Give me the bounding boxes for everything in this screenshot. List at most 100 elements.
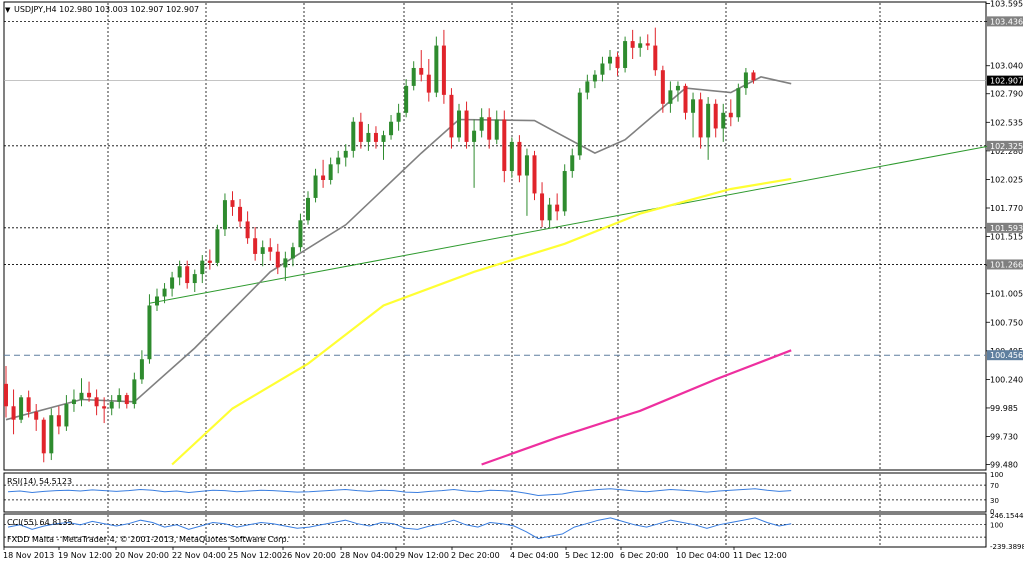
price-tick-label: 100.240	[990, 375, 1023, 384]
candle-body	[117, 395, 122, 402]
candle-body	[192, 274, 197, 284]
symbol-info: USDJPY,H4 102.980 103.003 102.907 102.90…	[14, 5, 199, 14]
price-tick-label: 102.280	[990, 147, 1023, 156]
candle-body	[71, 399, 76, 405]
price-level-text: 103.436	[990, 17, 1023, 26]
candle-body	[630, 41, 635, 48]
price-level-labels: 103.436 102.907 102.325 101.593 101.266 100.4…	[987, 16, 1023, 361]
time-label: 25 Nov 12:00	[228, 551, 282, 560]
price-tick-label: 101.005	[990, 290, 1023, 299]
candle-body	[713, 103, 718, 129]
candle-body	[494, 119, 499, 140]
price-level-text: 102.907	[990, 77, 1023, 86]
collapse-triangle-icon[interactable]: ▼	[5, 6, 11, 14]
candle-body	[245, 221, 250, 239]
candlesticks	[4, 27, 756, 463]
candle-body	[411, 67, 416, 86]
candle-body	[366, 132, 371, 142]
copyright-text: FXDD Malta - MetaTrader 4, © 2001-2013, …	[7, 535, 289, 544]
time-label: 10 Dec 04:00	[676, 551, 730, 560]
candle-body	[668, 90, 673, 104]
rsi-indicator	[4, 484, 986, 501]
time-label: 19 Nov 12:00	[58, 551, 112, 560]
price-level-box	[987, 222, 1023, 233]
candle-body	[41, 419, 46, 454]
candle-body	[4, 383, 8, 407]
candle-body	[290, 247, 295, 259]
candle-body	[185, 266, 190, 284]
candle-body	[283, 258, 288, 268]
candle-body	[260, 247, 265, 254]
candle-body	[230, 200, 235, 207]
time-label: 4 Dec 04:00	[510, 551, 559, 560]
price-tick-label: 103.040	[990, 62, 1023, 71]
candle-body	[736, 88, 741, 118]
candle-body	[547, 204, 552, 221]
candle-body	[177, 266, 182, 278]
candle-body	[487, 117, 492, 140]
candle-body	[404, 85, 409, 113]
candle-body	[64, 404, 69, 427]
price-level-text: 101.266	[990, 260, 1023, 269]
candle-body	[577, 92, 582, 156]
cci-line	[7, 517, 792, 540]
moving-average-line	[481, 349, 792, 466]
candle-body	[358, 121, 363, 142]
candle-body	[502, 119, 507, 172]
price-tick-label: 99.985	[990, 404, 1018, 413]
candle-body	[102, 406, 107, 409]
candle-body	[222, 200, 227, 230]
candle-body	[139, 359, 144, 380]
candle-body	[56, 415, 61, 427]
candle-body	[200, 260, 205, 275]
price-level-box	[987, 350, 1023, 361]
cci-pane-frame	[3, 513, 987, 548]
rsi-line	[7, 488, 792, 497]
time-label: 5 Dec 12:00	[565, 551, 614, 560]
time-axis-labels: 18 Nov 2013 19 Nov 12:00 20 Nov 20:00 22 No…	[3, 547, 787, 560]
candle-body	[336, 157, 341, 165]
candle-body	[381, 135, 386, 142]
time-label: 2 Dec 20:00	[451, 551, 500, 560]
time-label: 26 Nov 20:00	[282, 551, 336, 560]
time-label: 6 Dec 20:00	[620, 551, 669, 560]
candle-body	[524, 155, 529, 176]
rsi-title: RSI(14) 54.5123	[7, 477, 72, 486]
candle-body	[472, 130, 477, 142]
price-tick-label: 99.480	[990, 461, 1018, 470]
candle-body	[306, 197, 310, 221]
candle-body	[615, 56, 620, 68]
candle-body	[675, 85, 680, 91]
candle-body	[653, 45, 658, 71]
candle-body	[608, 56, 612, 64]
candle-body	[275, 251, 280, 268]
candle-body	[532, 155, 537, 194]
cci-title: CCI(55) 64.8135	[7, 518, 73, 527]
horizontal-levels	[4, 20, 986, 356]
candle-body	[683, 85, 688, 113]
price-level-box	[987, 259, 1023, 270]
candle-body	[207, 260, 212, 263]
cci-scale-label: -239.3898	[990, 543, 1024, 551]
candle-body	[11, 406, 16, 420]
time-label: 20 Nov 20:00	[115, 551, 169, 560]
candle-body	[373, 132, 378, 142]
candle-body	[698, 99, 703, 138]
cci-scale-label: 246.1544	[990, 512, 1024, 520]
time-label: 28 Nov 04:00	[340, 551, 394, 560]
candle-body	[87, 392, 92, 398]
rsi-scale-label: 100	[990, 471, 1003, 479]
candle-body	[34, 411, 39, 420]
candle-body	[215, 229, 220, 263]
rsi-scale-label: 30	[990, 497, 999, 505]
candle-body	[555, 204, 560, 212]
candle-body	[464, 110, 469, 142]
candle-body	[155, 296, 159, 306]
candle-body	[570, 155, 575, 172]
candle-body	[743, 72, 748, 89]
candle-body	[728, 112, 733, 118]
candle-body	[313, 175, 318, 198]
candle-body	[253, 238, 258, 254]
